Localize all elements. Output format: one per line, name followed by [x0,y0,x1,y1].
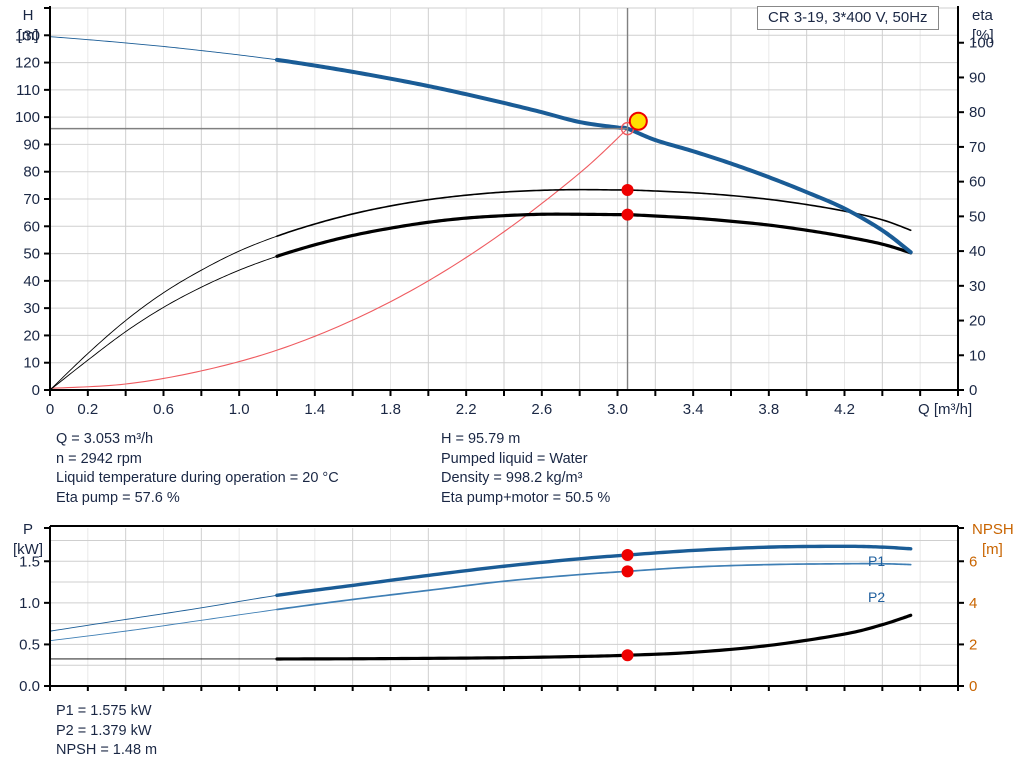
npsh-duty-marker [621,649,634,662]
p1-curve-thin [49,594,278,632]
svg-text:30: 30 [969,278,986,295]
head-curve-thin [49,36,278,61]
svg-text:20: 20 [23,327,40,344]
p1-curve-thick [275,544,913,598]
p2-curve-thin [49,609,278,642]
power-info-line-1: P2 = 1.379 kW [56,722,152,739]
svg-text:20: 20 [969,313,986,330]
h-axis-title-line2: [m] [18,27,39,44]
duty-left-line-1: n = 2942 rpm [56,450,142,467]
duty-left-line-2: Liquid temperature during operation = 20… [56,470,339,486]
svg-text:4: 4 [969,595,977,612]
svg-text:1.4: 1.4 [304,401,325,418]
svg-text:70: 70 [969,139,986,156]
p2-legend-label: P2 [868,589,885,605]
svg-text:3.4: 3.4 [683,401,704,418]
duty-left-line-0: Q = 3.053 m³/h [56,431,154,447]
svg-text:0.5: 0.5 [19,636,40,653]
svg-text:40: 40 [969,243,986,260]
system-curve [49,128,629,389]
duty-right-line-0: H = 95.79 m [441,431,521,447]
eta-pump-motor-curve-thin [49,255,278,391]
svg-text:0.0: 0.0 [19,678,40,695]
svg-text:4.2: 4.2 [834,401,855,418]
duty-point-marker [628,111,648,131]
svg-text:10: 10 [969,347,986,364]
svg-text:40: 40 [23,273,40,290]
svg-text:80: 80 [969,104,986,121]
p2-duty-marker [621,565,634,578]
q-axis-title: Q [m³/h] [918,401,972,418]
svg-text:100: 100 [15,109,40,126]
power-npsh-chart: 0.0 0.5 1.0 1.5 0 2 4 6 P [kW] NPSH [m] P1 P2 [13,521,1014,695]
svg-text:50: 50 [23,246,40,263]
power-info-line-0: P1 = 1.575 kW [56,703,152,719]
p1-legend-label: P1 [868,553,885,569]
duty-right-line-1: Pumped liquid = Water [441,450,588,467]
eta-axis-title-line1: eta [972,7,994,24]
eta-pump-motor-duty-marker [621,208,634,221]
svg-text:2.2: 2.2 [456,401,477,418]
grid-lines [50,528,959,686]
svg-text:0: 0 [969,678,977,695]
duty-right-line-3: Eta pump+motor = 50.5 % [441,489,611,506]
p-axis-title-line1: P [23,521,33,538]
svg-text:3.8: 3.8 [758,401,779,418]
eta-pump-curve-thick [276,188,912,237]
svg-text:50: 50 [969,208,986,225]
pump-model-title: CR 3-19, 3*400 V, 50Hz [757,6,939,30]
svg-text:2.6: 2.6 [531,401,552,418]
svg-text:1.5: 1.5 [19,553,40,570]
svg-text:0: 0 [46,401,54,418]
svg-text:130: 130 [15,27,40,44]
npsh-axis-title-line1: NPSH [972,521,1014,538]
svg-text:6: 6 [969,553,977,570]
svg-text:0.6: 0.6 [153,401,174,418]
h-axis-title-line1: H [23,7,34,24]
svg-text:60: 60 [23,218,40,235]
svg-text:3.0: 3.0 [607,401,628,418]
svg-text:0.2: 0.2 [77,401,98,418]
duty-left-line-3: Eta pump = 57.6 % [56,489,180,506]
h-axis-ticks: 0 10 20 30 40 50 60 70 80 90 100 110 120 130 [15,7,50,399]
svg-text:100: 100 [969,35,994,52]
npsh-axis-ticks: 0 2 4 6 [958,527,977,695]
svg-text:0: 0 [32,382,40,399]
svg-text:120: 120 [15,55,40,72]
svg-text:30: 30 [23,300,40,317]
npsh-curve [275,613,913,661]
eta-pump-motor-curve-thick [275,212,913,258]
power-info-line-2: NPSH = 1.48 m [56,742,158,758]
duty-info-right: H = 95.79 m Pumped liquid = Water Density … [441,430,610,508]
svg-text:1.0: 1.0 [19,595,40,612]
head-efficiency-chart: 0 10 20 30 40 50 60 70 80 90 100 110 120 130 0 10 20 30 40… [15,6,994,418]
svg-text:110: 110 [16,82,40,99]
duty-info-left: Q = 3.053 m³/h n = 2942 rpm Liquid tempera… [56,430,339,508]
svg-text:2: 2 [969,636,977,653]
svg-text:1.8: 1.8 [380,401,401,418]
svg-text:60: 60 [969,174,986,191]
head-curve-thick [275,57,913,255]
eta-axis-ticks: 0 10 20 30 40 50 60 70 80 90 100 [958,35,994,399]
power-info: P1 = 1.575 kW P2 = 1.379 kW NPSH = 1.48 m [56,702,157,761]
svg-text:10: 10 [23,355,40,372]
p-axis-ticks: 0.0 0.5 1.0 1.5 [19,527,50,695]
p1-duty-marker [621,549,634,562]
duty-right-line-2: Density = 998.2 kg/m³ [441,470,583,486]
p-axis-title-line2: [kW] [13,541,43,558]
duty-crosshair [50,8,629,390]
svg-text:0: 0 [969,382,977,399]
svg-text:90: 90 [969,69,986,86]
svg-text:90: 90 [23,136,40,153]
q-axis-ticks [49,686,959,691]
eta-axis-title-line2: [%] [972,27,994,44]
svg-text:80: 80 [23,164,40,181]
eta-pump-duty-marker [621,183,634,196]
eta-pump-curve-thin [49,235,278,391]
svg-text:1.0: 1.0 [229,401,250,418]
svg-text:70: 70 [23,191,40,208]
q-axis-ticks: 0 0.2 0.6 1.0 1.4 1.8 2.2 2.6 3.0 3.4 3.8 4.2 [46,390,959,418]
npsh-axis-title-line2: [m] [982,541,1003,558]
